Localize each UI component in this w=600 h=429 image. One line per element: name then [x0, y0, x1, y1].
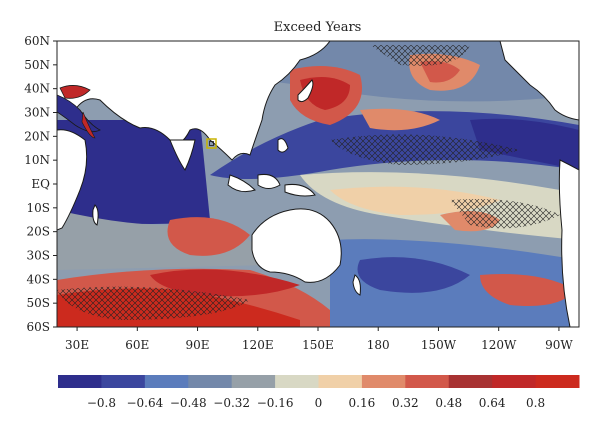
lat-tick-label: 50S [27, 296, 51, 310]
lat-tick-label: 60S [27, 320, 51, 334]
map-title: Exceed Years [273, 20, 362, 35]
colorbar-bin [144, 375, 189, 388]
lat-tick-label: 50N [24, 58, 50, 72]
colorbar-label: 0.16 [349, 396, 376, 410]
location-marker [206, 138, 217, 149]
colorbar-bin [58, 375, 102, 388]
lon-tick-label: 30E [65, 338, 89, 352]
colorbar-bin [405, 375, 450, 388]
colorbar-bin [231, 375, 276, 388]
lon-tick-label: 90W [545, 338, 573, 352]
colorbar-bin [275, 375, 319, 388]
lon-tick-label: 90E [186, 338, 210, 352]
lat-tick-label: EQ [31, 177, 50, 191]
colorbar-label: −0.16 [257, 396, 294, 410]
longitude-axis: 30E 60E 90E 120E 150E 180 150W 120W 90W [65, 327, 573, 352]
colorbar-label: −0.64 [126, 396, 163, 410]
lat-tick-label: 10N [24, 153, 50, 167]
colorbar-label: −0.8 [87, 396, 116, 410]
colorbar-bin [361, 375, 406, 388]
colorbar-bin [188, 375, 233, 388]
colorbar: −0.8 −0.64 −0.48 −0.32 −0.16 0 0.16 0.32 0.48 0.6… [58, 375, 580, 410]
lat-tick-label: 10S [27, 201, 51, 215]
colorbar-label: 0.64 [479, 396, 506, 410]
lat-tick-label: 40N [24, 82, 50, 96]
colorbar-label: 0 [315, 396, 323, 410]
colorbar-label: −0.32 [213, 396, 250, 410]
colorbar-label: 0.48 [435, 396, 462, 410]
colorbar-bin [535, 375, 580, 388]
latitude-axis: 60N 50N 40N 30N 20N 10N EQ 10S 20S 30S 40S 50S 60S [24, 34, 57, 334]
colorbar-label: 0.32 [392, 396, 419, 410]
lat-tick-label: 20S [27, 225, 51, 239]
lat-tick-label: 60N [24, 34, 50, 48]
lon-tick-label: 120W [481, 338, 517, 352]
lon-tick-label: 120E [242, 338, 274, 352]
lat-tick-label: 30N [24, 106, 50, 120]
lon-tick-label: 60E [125, 338, 149, 352]
lat-tick-label: 40S [27, 272, 51, 286]
colorbar-label: 0.8 [526, 396, 545, 410]
map-field [57, 41, 579, 327]
colorbar-bin [101, 375, 146, 388]
lon-tick-label: 150E [302, 338, 334, 352]
colorbar-label: −0.48 [170, 396, 207, 410]
lon-tick-label: 180 [367, 338, 390, 352]
colorbar-bin [318, 375, 363, 388]
lon-tick-label: 150W [421, 338, 457, 352]
colorbar-bin [492, 375, 537, 388]
lat-tick-label: 20N [24, 129, 50, 143]
lat-tick-label: 30S [27, 249, 51, 263]
colorbar-bin [448, 375, 493, 388]
